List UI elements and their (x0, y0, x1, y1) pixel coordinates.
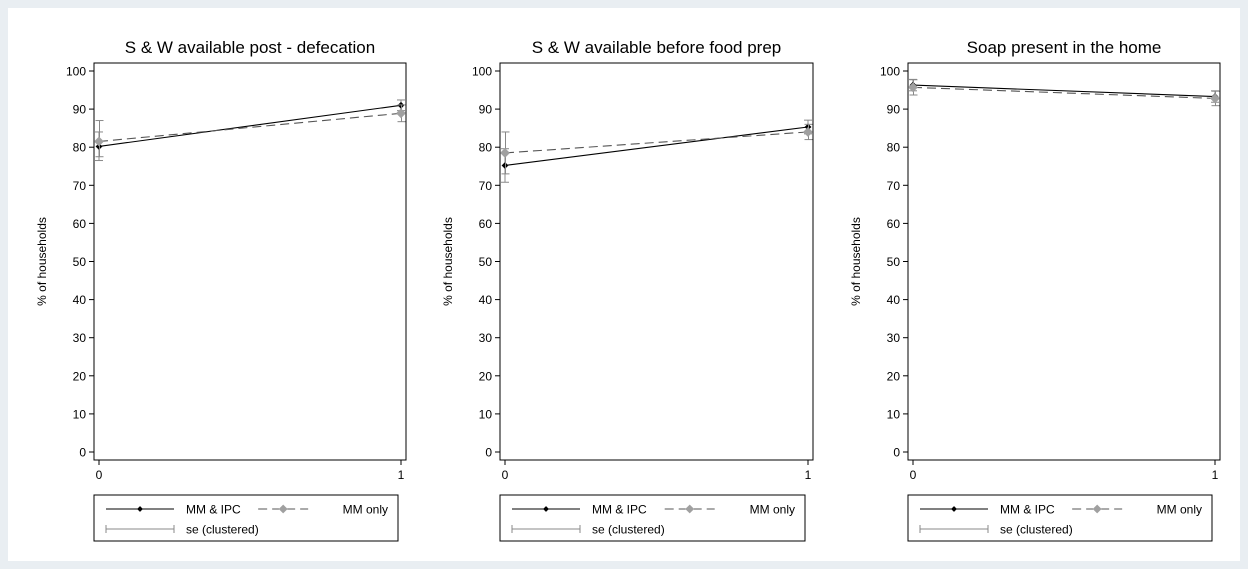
y-tick-label: 0 (893, 446, 900, 460)
y-tick-label: 30 (887, 331, 901, 345)
y-tick-label: 60 (73, 217, 87, 231)
chart-title: S & W available before food prep (532, 38, 781, 57)
legend-label: MM only (343, 503, 388, 517)
chart-title: S & W available post - defecation (125, 38, 375, 57)
data-point (396, 108, 406, 119)
y-tick-label: 70 (73, 179, 87, 193)
series-line-mm-only (98, 112, 402, 143)
plot-area (499, 62, 814, 461)
legend-label: MM only (750, 503, 795, 517)
legend-marker (278, 504, 288, 514)
y-tick-label: 10 (73, 407, 87, 421)
legend-label: MM & IPC (1000, 503, 1055, 517)
legend-label: MM & IPC (592, 503, 647, 517)
y-tick-label: 30 (73, 331, 87, 345)
y-tick-label: 50 (73, 255, 87, 269)
y-tick-label: 90 (887, 103, 901, 117)
y-tick-label: 10 (479, 407, 493, 421)
legend-label: MM only (1157, 503, 1202, 517)
y-tick-label: 90 (479, 103, 493, 117)
y-tick-label: 50 (887, 255, 901, 269)
chart-title: Soap present in the home (967, 38, 1162, 57)
data-point (1210, 93, 1220, 104)
legend-marker (685, 504, 695, 514)
y-tick-label: 100 (66, 65, 86, 79)
legend-label: se (clustered) (186, 523, 259, 537)
y-axis-label: % of households (849, 217, 863, 306)
legend-marker (543, 506, 549, 512)
legend-box (499, 494, 806, 542)
y-tick-label: 50 (479, 255, 493, 269)
y-tick-label: 20 (479, 369, 493, 383)
data-point (94, 136, 104, 147)
data-point (803, 127, 813, 137)
series-line-mm-ipc (912, 84, 1216, 98)
legend-marker (137, 506, 143, 512)
y-tick-label: 80 (73, 141, 87, 155)
y-tick-label: 80 (479, 141, 493, 155)
data-point (908, 82, 918, 93)
chart-figure: S & W available post - defecation % of ho… (35, 38, 1221, 542)
legend-label: se (clustered) (1000, 523, 1073, 537)
figure-frame: S & W available post - defecation % of ho… (8, 8, 1240, 561)
series-line-mm-only (504, 131, 809, 154)
y-tick-label: 0 (485, 446, 492, 460)
y-tick-label: 20 (73, 369, 87, 383)
chart-panel-2: S & W available before food prep % of hou… (441, 38, 814, 542)
y-tick-label: 10 (887, 407, 901, 421)
x-tick-label: 0 (910, 468, 917, 482)
y-tick-label: 20 (887, 369, 901, 383)
series-line-mm-ipc (98, 104, 402, 147)
y-tick-label: 90 (73, 103, 87, 117)
legend-label: se (clustered) (592, 523, 665, 537)
series-line-mm-only (912, 86, 1216, 99)
y-tick-label: 0 (79, 446, 86, 460)
legend-marker (1092, 504, 1102, 514)
y-tick-label: 40 (73, 293, 87, 307)
y-tick-label: 40 (479, 293, 493, 307)
y-tick-label: 80 (887, 141, 901, 155)
data-point (500, 147, 510, 158)
y-axis-label: % of households (441, 217, 455, 306)
y-tick-label: 100 (472, 65, 492, 79)
y-tick-label: 60 (887, 217, 901, 231)
chart-panel-1: S & W available post - defecation % of ho… (35, 38, 407, 542)
x-tick-label: 0 (502, 468, 509, 482)
y-axis-label: % of households (35, 217, 49, 306)
x-tick-label: 0 (96, 468, 103, 482)
legend-marker (951, 506, 957, 512)
y-tick-label: 100 (880, 65, 900, 79)
x-tick-label: 1 (805, 468, 812, 482)
plot-area (93, 62, 407, 461)
chart-panel-3: Soap present in the home % of households 0… (849, 38, 1221, 542)
legend-box (907, 494, 1213, 542)
y-tick-label: 60 (479, 217, 493, 231)
y-tick-label: 70 (887, 179, 901, 193)
y-tick-label: 70 (479, 179, 493, 193)
legend-box (93, 494, 399, 542)
x-tick-label: 1 (398, 468, 405, 482)
x-tick-label: 1 (1212, 468, 1219, 482)
legend-label: MM & IPC (186, 503, 241, 517)
plot-area (907, 62, 1221, 461)
y-tick-label: 40 (887, 293, 901, 307)
series-line-mm-ipc (504, 126, 809, 167)
y-tick-label: 30 (479, 331, 493, 345)
